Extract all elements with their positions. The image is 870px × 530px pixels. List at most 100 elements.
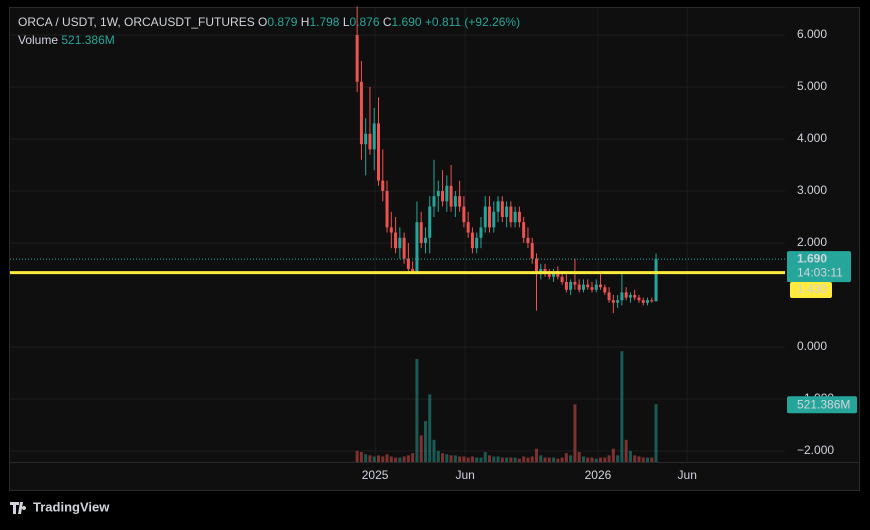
candle-body xyxy=(624,292,628,298)
candle-body xyxy=(453,196,457,207)
volume-bar xyxy=(406,455,410,462)
candle-body xyxy=(458,196,462,207)
change: +0.811 (+92.26%) xyxy=(425,15,520,29)
volume-bar xyxy=(637,456,641,462)
candle-body xyxy=(475,237,479,249)
candle-body xyxy=(526,237,530,243)
candle-body xyxy=(368,133,372,150)
volume-bar xyxy=(364,454,368,462)
ohlc-value: 0.879 xyxy=(267,15,297,29)
x-tick-label: Jun xyxy=(678,468,697,482)
candle-body xyxy=(483,206,487,228)
volume-bar xyxy=(526,457,530,462)
volume-bar xyxy=(543,457,547,462)
volume-box xyxy=(787,396,857,414)
last-price-box xyxy=(787,251,851,283)
volume-bar xyxy=(560,457,564,462)
volume-bar xyxy=(449,455,453,462)
candle-body xyxy=(654,259,658,302)
candle-body xyxy=(411,268,415,272)
candle-body xyxy=(607,292,611,301)
volume-bar xyxy=(381,456,385,462)
candle-body xyxy=(517,211,521,223)
y-tick-label: 3.000 xyxy=(797,183,827,197)
candle-body xyxy=(505,206,509,217)
volume-bar xyxy=(466,457,470,462)
volume-bar xyxy=(355,450,359,462)
volume-bar xyxy=(628,450,632,462)
volume-bar xyxy=(492,456,496,462)
candle-body xyxy=(530,242,534,259)
y-tick-label: 4.000 xyxy=(797,131,827,145)
candle-body xyxy=(419,222,423,243)
candle-body xyxy=(479,227,483,238)
volume-bar xyxy=(389,456,393,462)
candle-body xyxy=(415,222,419,272)
volume-bar xyxy=(530,456,534,462)
volume-bar xyxy=(569,455,573,462)
volume-label: 521.386M xyxy=(797,397,850,411)
candle-body xyxy=(359,81,363,145)
x-tick-label: 2026 xyxy=(585,468,612,482)
volume-bar xyxy=(552,457,556,462)
ohlc-legend: ORCA / USDT, 1W, ORCAUSDT_FUTURES O0.879… xyxy=(18,15,520,29)
volume-bar xyxy=(479,457,483,462)
candle-body xyxy=(590,287,594,290)
candle-body xyxy=(428,206,432,238)
volume-bar xyxy=(534,448,538,462)
volume-bar xyxy=(462,456,466,462)
level-box xyxy=(790,282,832,298)
candle-body xyxy=(560,276,564,282)
volume-bar xyxy=(423,421,427,462)
candle-body xyxy=(633,294,637,298)
y-tick-label: −2.000 xyxy=(797,443,834,457)
x-tick-label: 2025 xyxy=(362,468,389,482)
candle-body xyxy=(372,123,376,150)
candle-body xyxy=(488,206,492,228)
ohlc-key: O xyxy=(258,15,267,29)
candle-body xyxy=(637,297,641,301)
logo: TradingView xyxy=(10,499,110,514)
candle-body xyxy=(423,237,427,243)
candle-body xyxy=(569,281,573,290)
candle-body xyxy=(603,287,607,293)
symbol: ORCA / USDT, 1W, ORCAUSDT_FUTURES xyxy=(18,15,255,29)
candle-body xyxy=(492,211,496,228)
candle-body xyxy=(364,133,368,145)
candle-body xyxy=(496,201,500,212)
candle-body xyxy=(628,294,632,298)
volume-bar xyxy=(402,456,406,462)
volume-bar xyxy=(432,439,436,462)
candle-body xyxy=(556,271,560,277)
logo-icon xyxy=(10,502,27,514)
candle-body xyxy=(389,227,393,233)
volume-bar xyxy=(509,457,513,462)
y-tick-label: 0.000 xyxy=(797,339,827,353)
volume-bar xyxy=(415,358,419,462)
y-tick-label: 2.000 xyxy=(797,235,827,249)
volume-bar xyxy=(372,456,376,462)
volume-bar xyxy=(611,448,615,462)
candle-body xyxy=(620,292,624,301)
volume-bar xyxy=(483,452,487,462)
volume-bar xyxy=(564,453,568,462)
ohlc-value: 1.690 xyxy=(392,15,422,29)
candle-body xyxy=(381,180,385,191)
volume-bar xyxy=(436,450,440,462)
candle-body xyxy=(445,185,449,202)
volume-bar xyxy=(368,455,372,462)
candle-body xyxy=(552,271,556,277)
ohlc-value: 1.798 xyxy=(309,15,339,29)
volume-bar xyxy=(398,457,402,462)
volume-bar xyxy=(577,452,581,462)
candle-body xyxy=(470,232,474,249)
volume-bar xyxy=(411,453,415,462)
chart-panel xyxy=(9,7,860,491)
volume-bar xyxy=(419,435,423,462)
volume-bar xyxy=(581,456,585,462)
candle-body xyxy=(611,300,615,303)
candle-body xyxy=(441,190,445,202)
candle-body xyxy=(564,281,568,290)
candle-body xyxy=(500,201,504,217)
